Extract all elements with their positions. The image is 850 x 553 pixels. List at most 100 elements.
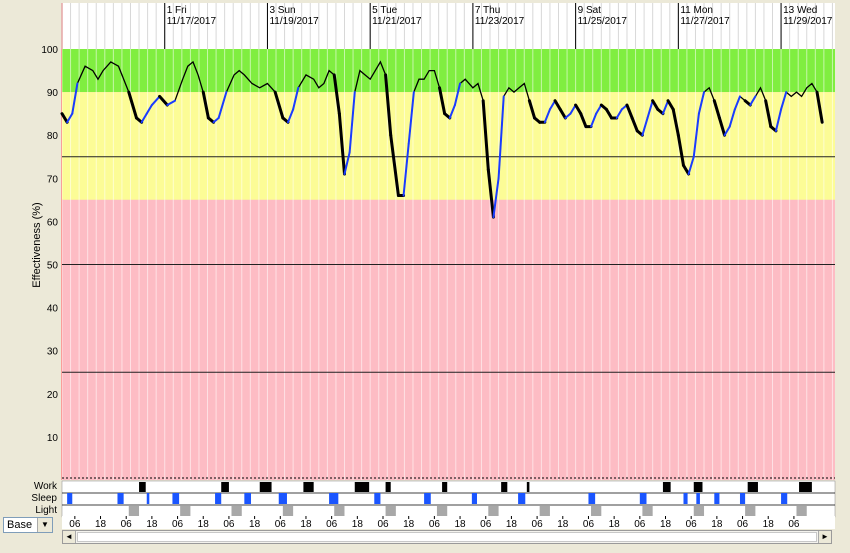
scroll-right-icon[interactable]: ► xyxy=(818,531,831,543)
y-tick-label: 80 xyxy=(47,131,59,142)
sleep-block xyxy=(639,493,647,504)
hour-tick-label: 06 xyxy=(583,519,595,530)
hour-tick-label: 06 xyxy=(788,519,800,530)
horizontal-scrollbar[interactable]: ◄ ► xyxy=(62,530,832,544)
hour-tick-label: 06 xyxy=(737,519,749,530)
y-tick-label: 60 xyxy=(47,217,59,228)
sleep-recovery-segment xyxy=(402,142,410,197)
sleep-block xyxy=(172,493,180,504)
work-segment xyxy=(481,99,490,172)
hour-axis-background xyxy=(62,516,835,529)
hour-tick-label: 18 xyxy=(198,519,210,530)
zone-band-0 xyxy=(62,49,835,93)
sleep-block xyxy=(588,493,596,504)
work-block xyxy=(501,482,508,492)
work-segment xyxy=(579,112,588,129)
work-block xyxy=(385,482,391,492)
sleep-recovery-segment xyxy=(687,155,695,175)
sleep-recovery-segment xyxy=(564,112,572,119)
hour-tick-label: 18 xyxy=(557,519,569,530)
light-block xyxy=(282,506,294,516)
work-segment xyxy=(60,112,69,124)
date-label: 11/25/2017 xyxy=(578,16,628,27)
sleep-recovery-segment xyxy=(217,91,228,119)
light-block xyxy=(642,506,653,516)
work-segment xyxy=(134,116,144,124)
date-label: 11/27/2017 xyxy=(680,16,730,27)
light-row-label: Light xyxy=(35,505,57,516)
work-block xyxy=(221,482,229,492)
sleep-block xyxy=(67,493,73,504)
sleep-recovery-segment xyxy=(145,104,153,115)
sleep-recovery-segment xyxy=(692,112,700,158)
scroll-left-icon[interactable]: ◄ xyxy=(63,531,76,543)
hour-tick-label: 06 xyxy=(532,519,544,530)
sleep-recovery-segment xyxy=(615,108,623,119)
work-segment xyxy=(604,107,614,120)
zone-band-2 xyxy=(62,199,835,480)
hour-tick-label: 06 xyxy=(326,519,338,530)
y-tick-label: 30 xyxy=(47,347,59,358)
day-label: 9 Sat xyxy=(578,5,602,16)
work-segment xyxy=(676,133,685,167)
scrollbar-thumb[interactable] xyxy=(77,532,817,542)
work-block xyxy=(354,482,370,492)
light-block xyxy=(796,506,807,516)
light-block xyxy=(385,506,396,516)
sleep-block xyxy=(714,493,720,504)
dropdown-arrow-icon[interactable]: ▼ xyxy=(37,518,52,532)
sleep-block xyxy=(329,493,339,504)
work-segment xyxy=(743,99,752,107)
work-segment xyxy=(558,107,567,120)
threshold-lines xyxy=(62,156,835,373)
sleep-recovery-segment xyxy=(348,91,356,154)
y-tick-label: 100 xyxy=(41,45,58,56)
sleep-recovery-segment xyxy=(140,112,148,124)
hour-tick-label: 06 xyxy=(69,519,81,530)
base-select-value: Base xyxy=(7,519,33,531)
hour-tick-label: 06 xyxy=(121,519,133,530)
y-tick-label: 90 xyxy=(47,88,59,99)
sleep-recovery-segment xyxy=(774,108,783,132)
hour-tick-label: 18 xyxy=(609,519,621,530)
sleep-recovery-segment xyxy=(646,99,654,119)
hour-tick-label: 06 xyxy=(686,519,698,530)
hour-tick-label: 06 xyxy=(172,519,184,530)
work-block xyxy=(259,482,272,492)
hour-tick-label: 18 xyxy=(506,519,518,530)
sleep-recovery-segment xyxy=(448,104,456,119)
sleep-block xyxy=(518,493,526,504)
y-tick-label: 10 xyxy=(47,433,59,444)
hour-tick-label: 18 xyxy=(711,519,723,530)
date-label: 11/23/2017 xyxy=(475,16,525,27)
sleep-block xyxy=(471,493,478,504)
sleep-recovery-segment xyxy=(723,125,731,137)
day-label: 7 Thu xyxy=(475,5,500,16)
day-label: 1 Fri xyxy=(167,5,187,16)
base-select[interactable]: Base ▼ xyxy=(3,517,53,533)
work-segment xyxy=(443,112,452,120)
hour-tick-label: 06 xyxy=(275,519,287,530)
work-segment xyxy=(671,107,680,137)
work-block xyxy=(662,482,671,492)
hour-tick-label: 18 xyxy=(352,519,364,530)
hour-axis: 06 18 06 18 06 18 06 18 06 18 06 18 06 18 06 18 06 18 06 18… xyxy=(62,516,835,530)
light-block xyxy=(539,506,550,516)
work-block xyxy=(442,482,448,492)
sleep-recovery-segment xyxy=(780,91,788,111)
light-block xyxy=(745,506,756,516)
date-label: 11/21/2017 xyxy=(372,16,422,27)
work-segment xyxy=(630,116,639,133)
work-segment xyxy=(681,163,691,176)
work-block xyxy=(526,482,530,492)
work-block xyxy=(799,482,812,492)
sleep-recovery-segment xyxy=(407,91,415,145)
sleep-block xyxy=(424,493,431,504)
sleep-block xyxy=(683,493,688,504)
sleep-block xyxy=(781,493,788,504)
sleep-recovery-segment xyxy=(595,104,603,115)
work-segment xyxy=(764,99,773,129)
light-block xyxy=(591,506,602,516)
work-segment xyxy=(717,116,727,137)
